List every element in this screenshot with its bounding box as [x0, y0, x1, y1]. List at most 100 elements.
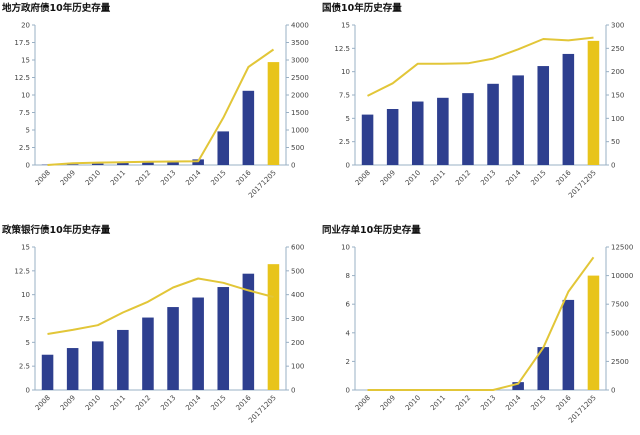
y-tick-label: 12.5: [334, 45, 350, 53]
chart-title: 同业存单10年历史存量: [322, 225, 421, 236]
bar: [562, 299, 575, 390]
y-tick-label: 5: [26, 127, 30, 135]
y-tick-label: 2.5: [19, 144, 30, 152]
y-tick-label: 17.5: [14, 39, 30, 47]
x-tick-label: 2010: [404, 394, 422, 412]
y2-tick-label: 1000: [291, 127, 309, 135]
x-tick-label: 2013: [159, 394, 177, 412]
x-tick-label: 2015: [529, 394, 547, 412]
chart-svg: 0 2 4 6 8 10 0 2500 5000 7500 10000 12500 2008 2009 20…: [341, 244, 633, 425]
y2-tick-label: 500: [291, 144, 304, 152]
y2-tick-label: 200: [611, 68, 624, 76]
chart-title: 地方政府债10年历史存量: [2, 3, 111, 14]
x-tick-label: 2012: [134, 169, 152, 187]
chart-title: 政策银行债10年历史存量: [2, 225, 111, 236]
y-tick-label: 15: [21, 57, 30, 65]
x-tick-label: 2016: [235, 168, 254, 187]
bar: [167, 307, 179, 390]
bar: [411, 101, 424, 165]
x-tick-label: 2008: [34, 394, 52, 412]
bar: [587, 275, 600, 390]
y-tick-label: 10: [341, 244, 350, 252]
y-tick-label: 2: [346, 358, 350, 366]
y2-tick-label: 100: [291, 363, 304, 371]
x-tick-label: 2015: [529, 169, 547, 187]
x-tick-label: 2012: [134, 394, 152, 412]
x-tick-label: 2010: [84, 394, 102, 412]
y2-tick-label: 7500: [611, 301, 629, 309]
series-line: [367, 36, 594, 97]
bar: [66, 348, 79, 390]
x-tick-label: 2014: [184, 393, 203, 412]
y-tick-label: 2.5: [19, 363, 30, 371]
x-tick-label: 2009: [379, 169, 397, 187]
chart-panel-local-gov-bonds: 地方政府债10年历史存量 0 2.5 5 7.5 10 12.5 15 17.5 20 0 500 1…: [0, 0, 320, 210]
x-tick-label: 2014: [504, 168, 523, 187]
x-tick-label: 2008: [34, 169, 52, 187]
chart-panel-policy-bank-bonds: 政策银行债10年历史存量 0 2.5 5 7.5 10 12.5 15 0 100 200 300 4…: [0, 222, 320, 435]
bar: [91, 163, 104, 165]
bar: [217, 287, 230, 390]
y2-tick-label: 12500: [611, 244, 633, 252]
y2-tick-label: 300: [611, 22, 624, 30]
x-tick-label: 2011: [429, 394, 447, 412]
y-tick-label: 10: [21, 92, 30, 100]
y-tick-label: 7.5: [19, 315, 30, 323]
y-tick-label: 15: [341, 22, 350, 30]
x-tick-label: 2013: [159, 169, 177, 187]
bar: [437, 97, 449, 165]
chart-panel-treasury-bonds: 国债10年历史存量 0 2.5 5 7.5 10 12.5 15 0 50 100 150 200 25…: [320, 0, 640, 210]
y2-tick-label: 200: [291, 339, 304, 347]
y-tick-label: 10: [341, 68, 350, 76]
bar: [512, 382, 524, 390]
x-tick-label: 2012: [454, 169, 472, 187]
x-tick-label: 2014: [184, 168, 203, 187]
y2-tick-label: 0: [611, 387, 615, 395]
chart-title: 国债10年历史存量: [322, 3, 402, 14]
bar: [242, 90, 255, 165]
y2-tick-label: 3000: [291, 57, 309, 65]
x-tick-label: 2013: [479, 394, 497, 412]
y2-tick-label: 100: [611, 115, 624, 123]
y2-tick-label: 400: [291, 291, 304, 299]
bar: [142, 161, 154, 165]
y-tick-label: 0: [26, 387, 30, 395]
y-tick-label: 15: [21, 244, 30, 252]
series-line: [47, 277, 274, 335]
x-tick-label: 2013: [479, 169, 497, 187]
bar: [167, 160, 179, 165]
x-tick-label: 2014: [504, 393, 523, 412]
y2-tick-label: 50: [611, 138, 620, 146]
y-tick-label: 12.5: [14, 74, 30, 82]
bar: [242, 273, 255, 390]
bar: [91, 341, 104, 390]
x-tick-label: 2009: [59, 169, 77, 187]
y-tick-label: 8: [346, 272, 350, 280]
y-tick-label: 10: [21, 291, 30, 299]
x-tick-label: 2016: [555, 393, 574, 412]
bar: [537, 66, 550, 165]
y2-tick-label: 250: [611, 45, 624, 53]
bar: [512, 75, 524, 165]
y-tick-label: 20: [21, 22, 30, 30]
chart-svg: 0 2.5 5 7.5 10 12.5 15 17.5 20 0 500 1000 1500 2000 25…: [14, 22, 309, 200]
x-tick-label: 2010: [404, 169, 422, 187]
y2-tick-label: 2500: [611, 358, 629, 366]
x-tick-label: 2015: [209, 169, 227, 187]
y-tick-label: 7.5: [339, 92, 350, 100]
bar: [142, 317, 154, 390]
x-tick-label: 2015: [209, 394, 227, 412]
x-tick-label: 2008: [354, 169, 372, 187]
bar: [41, 354, 54, 390]
chart-svg: 0 2.5 5 7.5 10 12.5 15 0 100 200 300 400 500 600 2008 2…: [14, 244, 304, 425]
y-tick-label: 2.5: [339, 138, 350, 146]
y2-tick-label: 0: [291, 162, 295, 170]
chart-panel-interbank-cds: 同业存单10年历史存量 0 2 4 6 8 10 0 2500 5000 7500 10000 125…: [320, 222, 640, 435]
y2-tick-label: 10000: [611, 272, 633, 280]
bar: [267, 264, 280, 390]
bar: [217, 131, 230, 165]
x-tick-label: 2016: [555, 168, 574, 187]
y-tick-label: 0: [346, 162, 350, 170]
y2-tick-label: 0: [291, 387, 295, 395]
